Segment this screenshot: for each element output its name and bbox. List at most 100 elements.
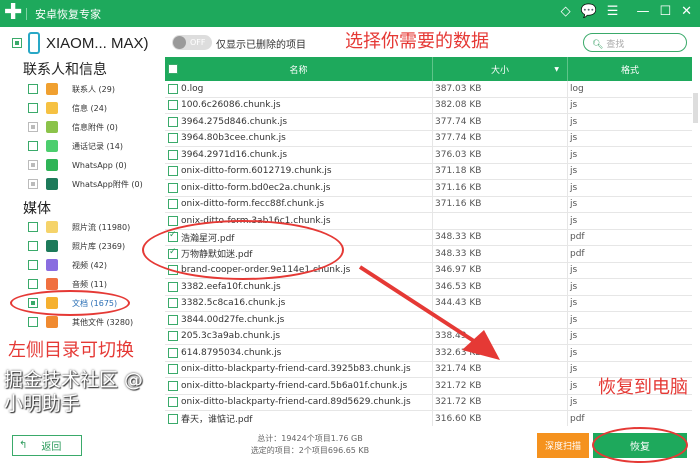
file-name: 3844.00d27fe.chunk.js [181, 314, 285, 325]
row-checkbox[interactable] [168, 281, 178, 292]
table-row[interactable]: 100.6c26086.chunk.js 382.08 KB js [165, 97, 692, 114]
sidebar-item[interactable]: 照片流 (11980) [28, 220, 130, 234]
table-row[interactable]: onix-ditto-blackparty-friend-card.5b6a01… [165, 378, 692, 395]
row-checkbox[interactable] [168, 364, 178, 375]
sidebar-item[interactable]: 信息 (24) [28, 101, 107, 115]
file-name: onix-ditto-blackparty-friend-card.89d562… [181, 397, 411, 408]
file-size: 377.74 KB [433, 114, 568, 130]
row-checkbox[interactable] [168, 298, 178, 309]
table-row[interactable]: 3964.80b3cee.chunk.js 377.74 KB js [165, 130, 692, 147]
sidebar-checkbox[interactable] [28, 317, 38, 327]
table-row[interactable]: onix-ditto-form.fecc88f.chunk.js 371.16 K… [165, 196, 692, 213]
file-format: js [570, 331, 578, 342]
table-row[interactable]: onix-ditto-form.6012719.chunk.js 371.18 K… [165, 163, 692, 180]
table-row[interactable]: 3844.00d27fe.chunk.js js [165, 312, 692, 329]
row-checkbox[interactable] [168, 199, 178, 210]
row-checkbox[interactable] [168, 347, 178, 358]
table-row[interactable]: 3382.eefa10f.chunk.js 346.53 KB js [165, 279, 692, 296]
device-selector[interactable]: XIAOM... MAX) [12, 32, 149, 54]
file-format: js [570, 199, 578, 210]
maximize-icon[interactable]: ☐ [659, 4, 672, 19]
app-logo: ✚ [4, 0, 23, 25]
sidebar-item[interactable]: 联系人 (29) [28, 82, 115, 96]
search-input[interactable]: 🔍︎ 查找 [583, 33, 687, 52]
row-checkbox[interactable] [168, 380, 178, 391]
annotation-ellipse [10, 290, 130, 316]
back-button[interactable]: ↰ 返回 [12, 435, 82, 456]
row-checkbox[interactable] [168, 182, 178, 193]
row-checkbox[interactable] [168, 149, 178, 160]
file-size: 348.33 KB [433, 229, 568, 245]
row-checkbox[interactable] [168, 100, 178, 111]
file-format: js [570, 281, 578, 292]
row-checkbox[interactable] [168, 314, 178, 325]
sidebar-checkbox[interactable] [28, 84, 38, 94]
row-checkbox[interactable] [168, 215, 178, 226]
sidebar-checkbox[interactable] [28, 179, 38, 189]
sidebar-checkbox[interactable] [28, 241, 38, 251]
column-format[interactable]: 格式 [620, 65, 639, 76]
sidebar-checkbox[interactable] [28, 222, 38, 232]
table-row[interactable]: 3964.2971d16.chunk.js 376.03 KB js [165, 147, 692, 164]
row-checkbox[interactable] [168, 397, 178, 408]
row-checkbox[interactable] [168, 413, 178, 424]
table-row[interactable]: onix-ditto-blackparty-friend-card.89d562… [165, 394, 692, 411]
sidebar-checkbox[interactable] [28, 260, 38, 270]
scrollbar[interactable] [693, 93, 698, 123]
selected-stats: 选定的项目：2个项目696.65 KB [250, 446, 370, 455]
sidebar-item-label: 通话记录 (14) [72, 141, 123, 151]
table-header: 名称 大小 ▼ 格式 [165, 57, 692, 81]
column-name[interactable]: 名称 [165, 57, 433, 81]
file-name: 0.log [181, 83, 204, 94]
sidebar-item-label: 信息 (24) [72, 103, 107, 113]
table-row[interactable]: onix-ditto-blackparty-friend-card.3925b8… [165, 361, 692, 378]
select-all-checkbox[interactable] [168, 64, 178, 74]
table-row[interactable]: 614.8795034.chunk.js 332.63 KB js [165, 345, 692, 362]
table-row[interactable]: 0.log 387.03 KB log [165, 81, 692, 98]
category-icon [46, 278, 58, 290]
sidebar-item[interactable]: 其他文件 (3280) [28, 315, 133, 329]
file-size: 387.03 KB [433, 81, 568, 97]
column-size[interactable]: 大小 ▼ [433, 57, 568, 81]
device-checkbox[interactable] [12, 38, 22, 48]
sidebar-checkbox[interactable] [28, 279, 38, 289]
sidebar-checkbox[interactable] [28, 122, 38, 132]
sidebar-checkbox[interactable] [28, 141, 38, 151]
category-icon [46, 121, 58, 133]
annotation-recover: 恢复到电脑 [598, 377, 688, 398]
sidebar-item[interactable]: 音频 (11) [28, 277, 107, 291]
row-checkbox[interactable] [168, 166, 178, 177]
table-row[interactable]: 春天，谁惦记.pdf 316.60 KB pdf [165, 411, 692, 426]
file-size: 344.43 KB [433, 295, 568, 311]
file-format: js [570, 100, 578, 111]
table-row[interactable]: 205.3c3a9ab.chunk.js 338.49 js [165, 328, 692, 345]
sidebar-item[interactable]: 视频 (42) [28, 258, 107, 272]
file-size: 377.74 KB [433, 130, 568, 146]
file-name: 100.6c26086.chunk.js [181, 100, 281, 111]
sidebar-item[interactable]: WhatsApp附件 (0) [28, 177, 143, 191]
sidebar-item[interactable]: 信息附件 (0) [28, 120, 118, 134]
row-checkbox[interactable] [168, 331, 178, 342]
table-row[interactable]: onix-ditto-form.bd0ec2a.chunk.js 371.16 K… [165, 180, 692, 197]
category-icon [46, 178, 58, 190]
row-checkbox[interactable] [168, 133, 178, 144]
sidebar-checkbox[interactable] [28, 103, 38, 113]
sidebar-item[interactable]: 照片库 (2369) [28, 239, 125, 253]
menu-icon[interactable]: ☰ [606, 4, 619, 19]
file-format: pdf [570, 232, 585, 243]
file-format: js [570, 182, 578, 193]
deleted-only-toggle[interactable]: OFF [172, 35, 212, 50]
deep-scan-button[interactable]: 深度扫描 [537, 433, 589, 458]
chat-icon[interactable]: 💬 [580, 4, 597, 19]
sort-down-icon: ▼ [554, 65, 559, 73]
close-icon[interactable]: ✕ [681, 4, 692, 19]
sidebar-item[interactable]: 通话记录 (14) [28, 139, 123, 153]
row-checkbox[interactable] [168, 83, 178, 94]
sidebar-item[interactable]: WhatsApp (0) [28, 158, 127, 172]
minimize-icon[interactable]: — [636, 4, 650, 19]
sidebar-item-label: 信息附件 (0) [72, 122, 118, 132]
sidebar-checkbox[interactable] [28, 160, 38, 170]
diamond-icon[interactable]: ◇ [560, 4, 571, 19]
row-checkbox[interactable] [168, 116, 178, 127]
table-row[interactable]: 3964.275d846.chunk.js 377.74 KB js [165, 114, 692, 131]
